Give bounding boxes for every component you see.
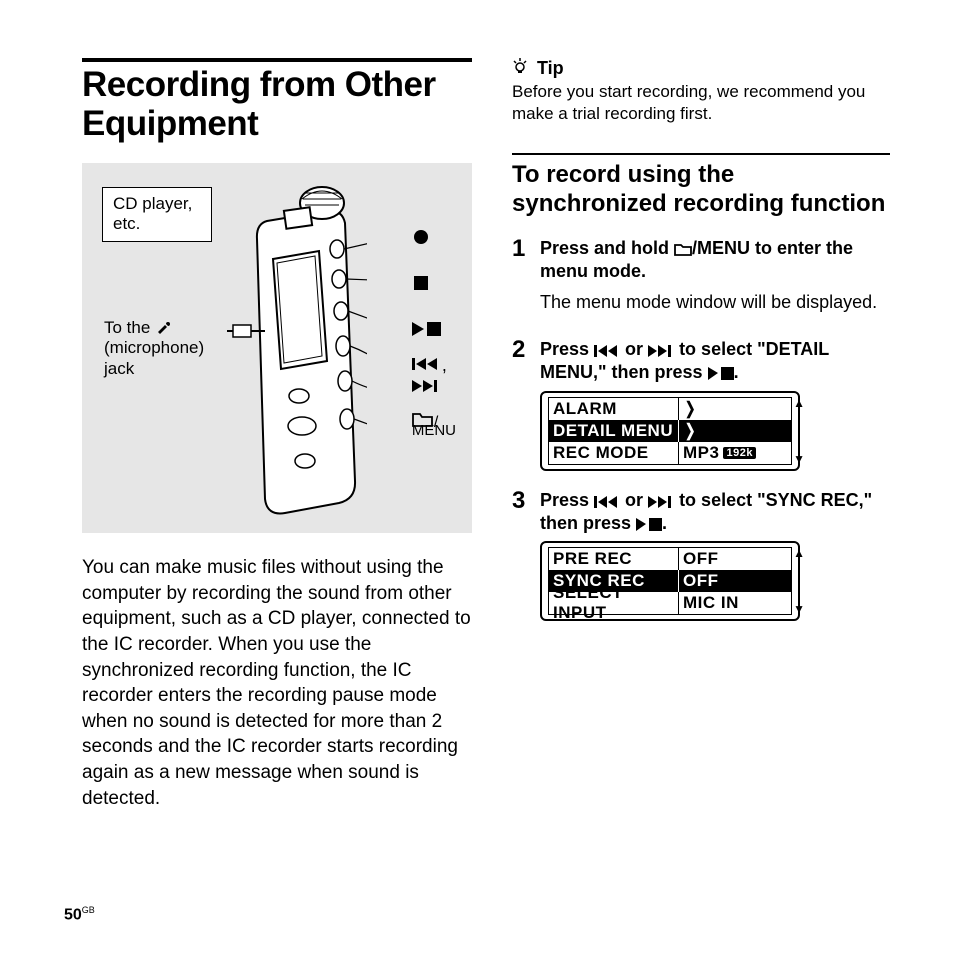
recorder-device-icon (227, 181, 367, 521)
tip-label: Tip (537, 58, 564, 78)
t: Press (540, 339, 594, 359)
menu-text: MENU (412, 423, 456, 438)
scroll-down-icon: ▼ (793, 452, 805, 466)
lcd-cell: DETAIL MENU (549, 420, 679, 442)
scroll-up-icon: ▲ (793, 396, 805, 410)
lcd-cell: PRE REC (549, 548, 679, 570)
lcd-cell: REC MODE (549, 442, 679, 464)
device-diagram: CD player, etc. To the (microphone) jack (82, 163, 472, 533)
tip-body: Before you start recording, we recommend… (512, 81, 890, 125)
step-title: Press or to select "DETAIL MENU," then p… (540, 338, 890, 385)
stop-icon (412, 271, 430, 295)
step-1: 1 Press and hold /MENU to enter the menu… (512, 237, 890, 324)
mic-label-line3: jack (104, 359, 134, 378)
prev-icon (594, 496, 620, 508)
intro-paragraph: You can make music files without using t… (82, 555, 472, 811)
t: . (734, 362, 739, 382)
folder-menu-icon: / MENU (412, 409, 456, 438)
mic-label-line2: (microphone) (104, 338, 204, 357)
page-num-value: 50 (64, 906, 82, 923)
lcd-cell: OFF (683, 549, 719, 569)
t: or (620, 339, 648, 359)
play-stop-icon (636, 518, 662, 531)
prev-next-icon: , (412, 363, 447, 387)
page-region: GB (82, 905, 95, 915)
cd-player-label: CD player, etc. (102, 187, 212, 242)
mic-jack-label: To the (microphone) jack (104, 318, 204, 379)
play-stop-icon (708, 367, 734, 380)
lcd-cell: OFF (683, 571, 719, 591)
lcd-cell: MP3 (683, 443, 719, 463)
section-subheading: To record using the synchronized recordi… (512, 153, 890, 219)
lcd-cell: SELECT INPUT (549, 592, 679, 614)
lcd-cell: ❭ (683, 421, 698, 441)
lcd-cell: MIC IN (683, 593, 739, 613)
microphone-icon (155, 319, 171, 335)
prev-icon (594, 345, 620, 357)
record-icon (412, 225, 430, 249)
step-3: 3 Press or to select "SYNC REC," then pr… (512, 489, 890, 622)
mic-label-line1: To the (104, 318, 150, 337)
tip-heading: Tip (512, 58, 890, 79)
step-number: 2 (512, 338, 532, 471)
t: Press and hold (540, 238, 674, 258)
scroll-up-icon: ▲ (793, 546, 805, 560)
t: . (662, 513, 667, 533)
lcd-cell: ALARM (549, 398, 679, 420)
play-stop-icon (412, 317, 442, 341)
step-2: 2 Press or to select "DETAIL MENU," then… (512, 338, 890, 471)
tip-bulb-icon (512, 58, 528, 78)
scroll-down-icon: ▼ (793, 602, 805, 616)
step-title: Press and hold /MENU to enter the menu m… (540, 237, 890, 284)
next-icon (648, 345, 674, 357)
page-number: 50GB (64, 905, 95, 924)
step-number: 3 (512, 489, 532, 622)
next-icon (648, 496, 674, 508)
t: or (620, 490, 648, 510)
step-number: 1 (512, 237, 532, 324)
step-title: Press or to select "SYNC REC," then pres… (540, 489, 890, 536)
step-description: The menu mode window will be displayed. (540, 290, 890, 314)
t: Press (540, 490, 594, 510)
page-title: Recording from Other Equipment (82, 58, 472, 143)
lcd-screen-1: ▲ ALARM❭ DETAIL MENU❭ REC MODEMP3192k ▼ (540, 391, 800, 471)
bitrate-badge: 192k (723, 447, 755, 459)
lcd-cell: ❭ (683, 399, 698, 419)
lcd-screen-2: ▲ PRE RECOFF SYNC RECOFF SELECT INPUTMIC… (540, 541, 800, 621)
folder-icon (674, 243, 692, 256)
